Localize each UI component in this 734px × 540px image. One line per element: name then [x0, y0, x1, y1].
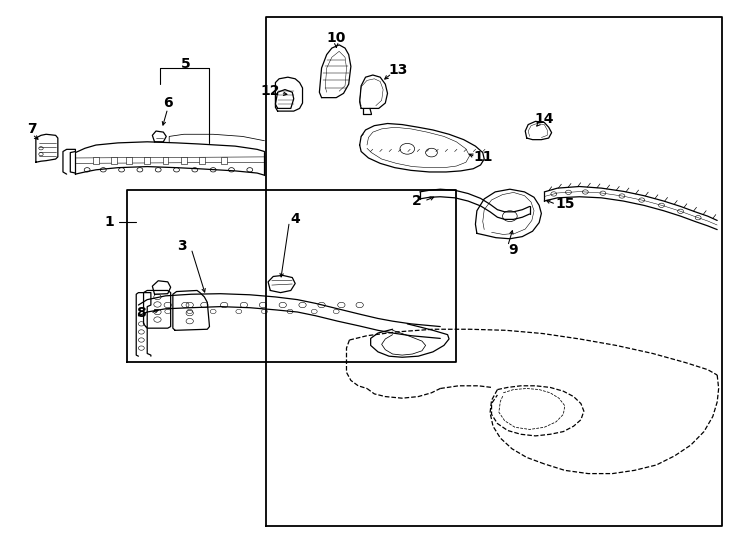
Text: 5: 5 — [181, 57, 190, 71]
Text: 3: 3 — [178, 239, 187, 253]
Bar — [181, 158, 186, 164]
Bar — [221, 158, 227, 164]
Text: 8: 8 — [137, 306, 146, 320]
Bar — [163, 158, 169, 164]
Text: 11: 11 — [473, 150, 493, 164]
Text: 9: 9 — [509, 242, 518, 256]
Text: 1: 1 — [104, 214, 114, 228]
Text: 14: 14 — [534, 112, 554, 126]
Bar — [112, 158, 117, 164]
Text: 2: 2 — [412, 194, 422, 208]
Text: 13: 13 — [388, 63, 407, 77]
Bar — [199, 158, 205, 164]
Bar — [145, 158, 150, 164]
Text: 6: 6 — [163, 96, 172, 110]
Bar — [93, 158, 99, 164]
Text: 10: 10 — [327, 31, 346, 45]
Bar — [126, 158, 132, 164]
Text: 15: 15 — [555, 197, 575, 211]
Text: 4: 4 — [291, 212, 300, 226]
Text: 12: 12 — [261, 84, 280, 98]
Text: 7: 7 — [27, 122, 37, 136]
